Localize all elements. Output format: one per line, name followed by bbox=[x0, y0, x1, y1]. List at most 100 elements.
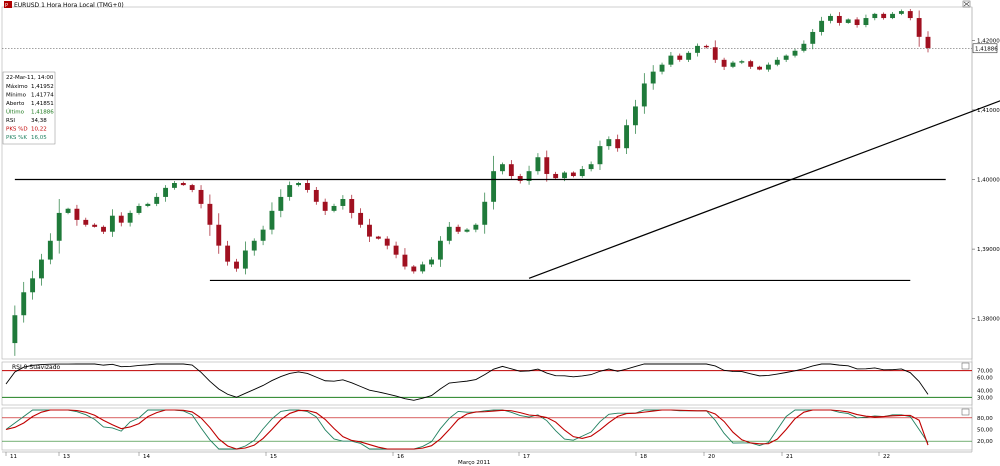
candle-body bbox=[570, 172, 576, 177]
candle-body bbox=[74, 208, 80, 220]
candle-body bbox=[562, 172, 567, 179]
info-label: Aberto bbox=[6, 101, 25, 107]
candle-body bbox=[739, 61, 745, 63]
candle-body bbox=[331, 205, 337, 211]
candle-body bbox=[429, 259, 434, 265]
candle-body bbox=[225, 245, 231, 262]
candle-body bbox=[765, 64, 771, 70]
rsi-line bbox=[5, 363, 929, 401]
candle-body bbox=[890, 13, 895, 19]
candle-body bbox=[624, 125, 630, 149]
info-label: PKS %D bbox=[6, 127, 28, 133]
candle-body bbox=[145, 203, 151, 206]
time-tick-label: 21 bbox=[786, 454, 793, 460]
stoch-tick-label: 20,00 bbox=[977, 439, 993, 445]
info-label: Mínimo bbox=[6, 92, 27, 99]
candle-body bbox=[118, 215, 124, 223]
rsi-tick-label: 30,00 bbox=[977, 395, 993, 401]
svg-text:P: P bbox=[5, 3, 8, 9]
candle-body bbox=[491, 171, 497, 202]
time-tick-label: 15 bbox=[270, 454, 277, 460]
candle-body bbox=[269, 210, 275, 230]
candle-body bbox=[633, 106, 638, 126]
candle-body bbox=[278, 196, 284, 211]
candle-body bbox=[39, 259, 44, 279]
rsi-close-icon[interactable] bbox=[961, 362, 970, 370]
candle-body bbox=[535, 157, 541, 172]
candle-body bbox=[783, 55, 789, 60]
candle-body bbox=[641, 83, 647, 107]
candle-body bbox=[154, 196, 160, 204]
info-value: 1,41952 bbox=[31, 84, 54, 90]
info-value: 10,22 bbox=[31, 127, 47, 133]
chart-title: EURUSD 1 Hora Hora Local (TMG+0) bbox=[14, 2, 124, 9]
candle-body bbox=[615, 139, 621, 149]
info-label: PKS %K bbox=[6, 135, 27, 141]
price-tick-label: 1,38000 bbox=[977, 317, 1000, 323]
time-tick-label: 22 bbox=[883, 454, 890, 460]
rsi-tick-label: 60,00 bbox=[977, 375, 993, 381]
candle-body bbox=[757, 66, 762, 70]
time-tick-label: 20 bbox=[708, 454, 715, 460]
time-tick-label: 16 bbox=[397, 454, 404, 460]
candle-body bbox=[872, 13, 878, 19]
candle-body bbox=[340, 199, 346, 206]
candle-body bbox=[863, 18, 869, 26]
candle-body bbox=[234, 261, 239, 269]
candle-body bbox=[464, 229, 470, 232]
close-icon[interactable] bbox=[962, 0, 971, 8]
stoch-panel bbox=[1, 407, 973, 451]
time-tick-label: 18 bbox=[640, 454, 647, 460]
candle-body bbox=[810, 31, 816, 44]
candle-body bbox=[881, 13, 887, 19]
candle-body bbox=[92, 224, 98, 227]
info-value: 16,05 bbox=[31, 135, 47, 141]
candle-body bbox=[526, 171, 532, 181]
time-tick-label: 13 bbox=[63, 454, 70, 460]
candle-body bbox=[393, 245, 399, 255]
candle-body bbox=[695, 45, 700, 53]
candle-body bbox=[828, 15, 833, 21]
candle-body bbox=[517, 176, 523, 181]
candle-body bbox=[916, 18, 922, 37]
candle-body bbox=[730, 62, 736, 67]
candle-body bbox=[180, 183, 186, 186]
candle-body bbox=[47, 240, 53, 260]
stoch-close-icon[interactable] bbox=[961, 408, 970, 416]
candle-body bbox=[375, 236, 381, 239]
candle-body bbox=[172, 183, 177, 188]
candle-body bbox=[703, 45, 709, 48]
candle-body bbox=[659, 64, 665, 72]
price-tick-label: 1,39000 bbox=[977, 247, 1000, 253]
time-axis: 11 13 14 15 16 17 18 20 21 22 bbox=[5, 452, 890, 460]
candle-body bbox=[650, 71, 656, 84]
candle-body bbox=[446, 226, 452, 241]
price-tick-label: 1,40000 bbox=[977, 178, 1000, 184]
price-tick-label: 1,41000 bbox=[977, 108, 1000, 114]
time-tick-label: 17 bbox=[523, 454, 530, 460]
time-tick-label: 14 bbox=[143, 454, 150, 460]
info-label: Máximo bbox=[6, 83, 28, 90]
candle-body bbox=[748, 61, 754, 67]
candle-body bbox=[482, 201, 488, 225]
candle-body bbox=[411, 266, 417, 272]
candle-body bbox=[845, 19, 851, 23]
candle-body bbox=[898, 11, 904, 14]
candle-body bbox=[296, 183, 301, 186]
svg-text:1,41886: 1,41886 bbox=[975, 46, 998, 52]
trend-line-uptrend[interactable] bbox=[528, 28, 1000, 279]
candle-body bbox=[925, 36, 931, 48]
candle-body bbox=[163, 187, 169, 197]
candle-body bbox=[836, 15, 842, 23]
candle-body bbox=[21, 292, 27, 316]
candle-body bbox=[597, 146, 603, 165]
candle-body bbox=[242, 250, 248, 269]
time-tick-label: 11 bbox=[10, 454, 17, 460]
candle-body bbox=[508, 164, 514, 177]
candle-body bbox=[686, 52, 692, 60]
candle-body bbox=[500, 164, 505, 172]
candle-body bbox=[402, 254, 408, 267]
candle-body bbox=[65, 208, 71, 213]
